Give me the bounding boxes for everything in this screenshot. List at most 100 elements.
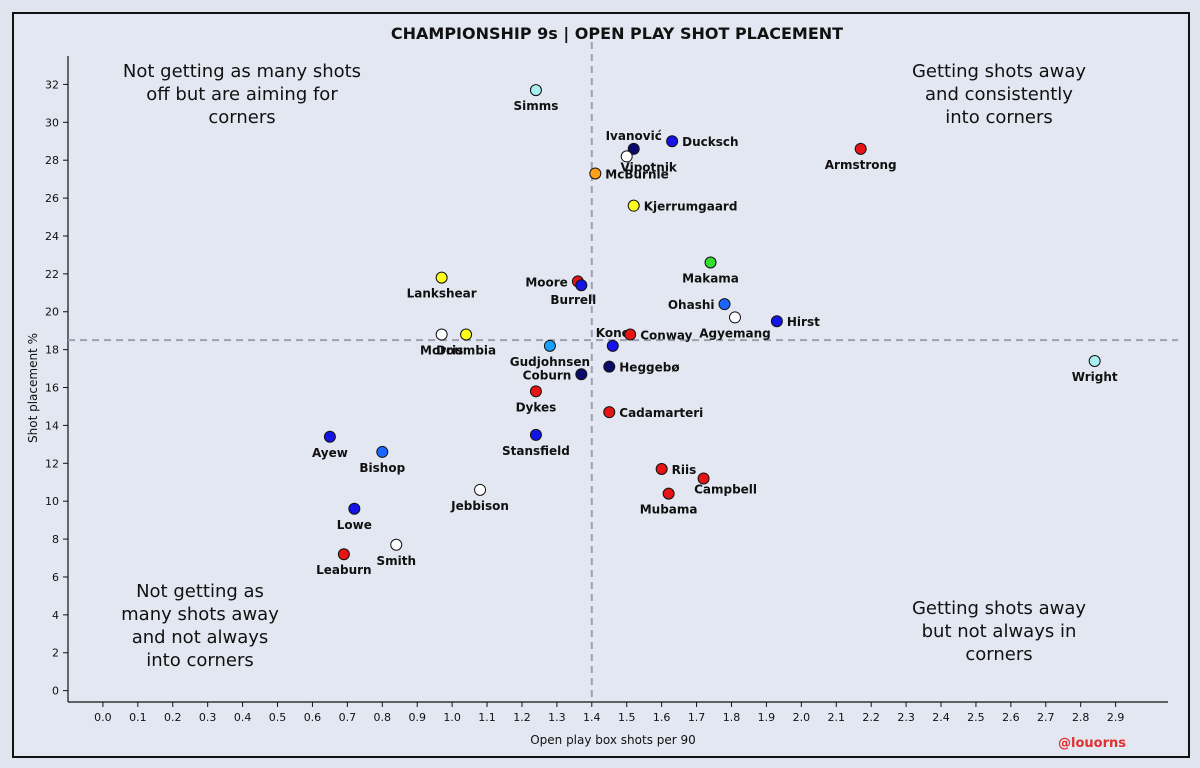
- point-label: Cadamarteri: [619, 406, 703, 420]
- point-label: Wright: [1072, 370, 1118, 384]
- point-label: Moore: [525, 275, 568, 289]
- x-tick-label: 1.8: [723, 711, 741, 724]
- chart-frame: CHAMPIONSHIP 9s | OPEN PLAY SHOT PLACEME…: [12, 12, 1190, 758]
- data-point: [1088, 355, 1101, 368]
- quadrant-label-top-left: corners: [208, 107, 275, 128]
- point-label: Ayew: [312, 446, 348, 460]
- x-tick-label: 2.5: [967, 711, 985, 724]
- point-label: Campbell: [694, 482, 757, 496]
- y-tick-label: 2: [52, 647, 59, 660]
- chart-title: CHAMPIONSHIP 9s | OPEN PLAY SHOT PLACEME…: [391, 24, 843, 44]
- x-tick-label: 0.8: [374, 711, 392, 724]
- y-tick-label: 20: [45, 306, 59, 319]
- y-tick-label: 26: [45, 192, 59, 205]
- y-tick-label: 4: [52, 609, 59, 622]
- data-point: [620, 150, 633, 163]
- x-tick-label: 1.5: [618, 711, 636, 724]
- quadrant-label-bottom-left: into corners: [146, 650, 253, 671]
- quadrant-label-bottom-right: corners: [965, 644, 1032, 665]
- quadrant-label-top-left: off but are aiming for: [146, 84, 338, 105]
- y-tick-label: 0: [52, 685, 59, 698]
- x-tick-label: 2.1: [828, 711, 846, 724]
- y-tick-label: 8: [52, 533, 59, 546]
- x-tick-label: 0.2: [164, 711, 182, 724]
- quadrant-label-top-right: into corners: [945, 107, 1052, 128]
- quadrant-label-top-right: Getting shots away: [912, 61, 1086, 82]
- y-axis-label: Shot placement %: [26, 333, 40, 443]
- data-point: [627, 142, 640, 155]
- data-point: [589, 167, 602, 180]
- data-point: [603, 360, 616, 373]
- point-label: Conway: [640, 328, 692, 342]
- data-point: [624, 328, 637, 341]
- y-tick-label: 24: [45, 230, 59, 243]
- data-point: [575, 368, 588, 381]
- point-label: Gudjohnsen: [510, 355, 590, 369]
- quadrant-label-bottom-right: but not always in: [922, 621, 1077, 642]
- data-point: [606, 339, 619, 352]
- x-axis-label: Open play box shots per 90: [530, 733, 696, 747]
- y-tick-label: 14: [45, 419, 59, 432]
- x-tick-label: 0.1: [129, 711, 147, 724]
- data-point: [529, 428, 542, 441]
- data-point: [704, 256, 717, 269]
- point-label: Ivanović: [606, 129, 662, 143]
- x-tick-label: 0.9: [408, 711, 426, 724]
- point-label: Bishop: [359, 461, 405, 475]
- x-tick-label: 0.3: [199, 711, 217, 724]
- reference-lines: [68, 42, 1178, 702]
- y-tick-label: 30: [45, 116, 59, 129]
- data-point: [627, 199, 640, 212]
- point-label: Stansfield: [502, 444, 570, 458]
- x-tick-label: 0.0: [94, 711, 112, 724]
- x-tick-label: 2.7: [1037, 711, 1055, 724]
- quadrant-label-bottom-left: and not always: [132, 627, 269, 648]
- y-tick-label: 16: [45, 382, 59, 395]
- x-tick-label: 1.4: [583, 711, 601, 724]
- data-point: [323, 430, 336, 443]
- point-label: Doumbia: [436, 343, 496, 357]
- point-label: Jebbison: [450, 499, 509, 513]
- point-label: Makama: [682, 271, 739, 285]
- axes: 0.0 0.1 0.2 0.3 0.4 0.5 0.6 0.7 0.8 0.9 1.0 1.1 1.2 1…: [45, 56, 1168, 724]
- point-label: Burrell: [550, 293, 596, 307]
- data-point: [435, 271, 448, 284]
- x-tick-label: 2.3: [897, 711, 915, 724]
- point-label: Kone: [596, 326, 630, 340]
- data-point: [337, 548, 350, 561]
- data-point: [390, 538, 403, 551]
- point-label: Smith: [376, 554, 416, 568]
- data-point: [529, 385, 542, 398]
- point-label: Hirst: [787, 315, 820, 329]
- x-tick-label: 1.2: [513, 711, 531, 724]
- x-tick-label: 2.8: [1072, 711, 1090, 724]
- x-tick-label: 1.3: [548, 711, 566, 724]
- x-tick-label: 2.2: [862, 711, 880, 724]
- data-point: [603, 406, 616, 419]
- point-label: Ohashi: [668, 298, 715, 312]
- x-tick-label: 0.6: [304, 711, 322, 724]
- point-label: Vipotnik: [621, 160, 678, 174]
- y-tick-label: 32: [45, 78, 59, 91]
- data-point: [435, 328, 448, 341]
- x-tick-label: 2.6: [1002, 711, 1020, 724]
- quadrant-label-bottom-left: Not getting as: [136, 581, 264, 602]
- point-label: Riis: [672, 463, 697, 477]
- data-point: [529, 84, 542, 97]
- y-tick-label: 10: [45, 495, 59, 508]
- point-label: Agyemang: [699, 326, 771, 340]
- x-tick-label: 0.7: [339, 711, 357, 724]
- x-tick-label: 1.0: [443, 711, 461, 724]
- data-point: [697, 472, 710, 485]
- quadrant-label-bottom-right: Getting shots away: [912, 598, 1086, 619]
- x-tick-label: 1.6: [653, 711, 671, 724]
- data-point: [655, 462, 668, 475]
- x-tick-label: 1.7: [688, 711, 706, 724]
- point-label: Kjerrumgaard: [644, 200, 738, 214]
- point-label: Mubama: [640, 503, 698, 517]
- y-tick-label: 28: [45, 154, 59, 167]
- y-tick-label: 12: [45, 457, 59, 470]
- data-point: [728, 311, 741, 324]
- point-label: Lowe: [337, 518, 372, 532]
